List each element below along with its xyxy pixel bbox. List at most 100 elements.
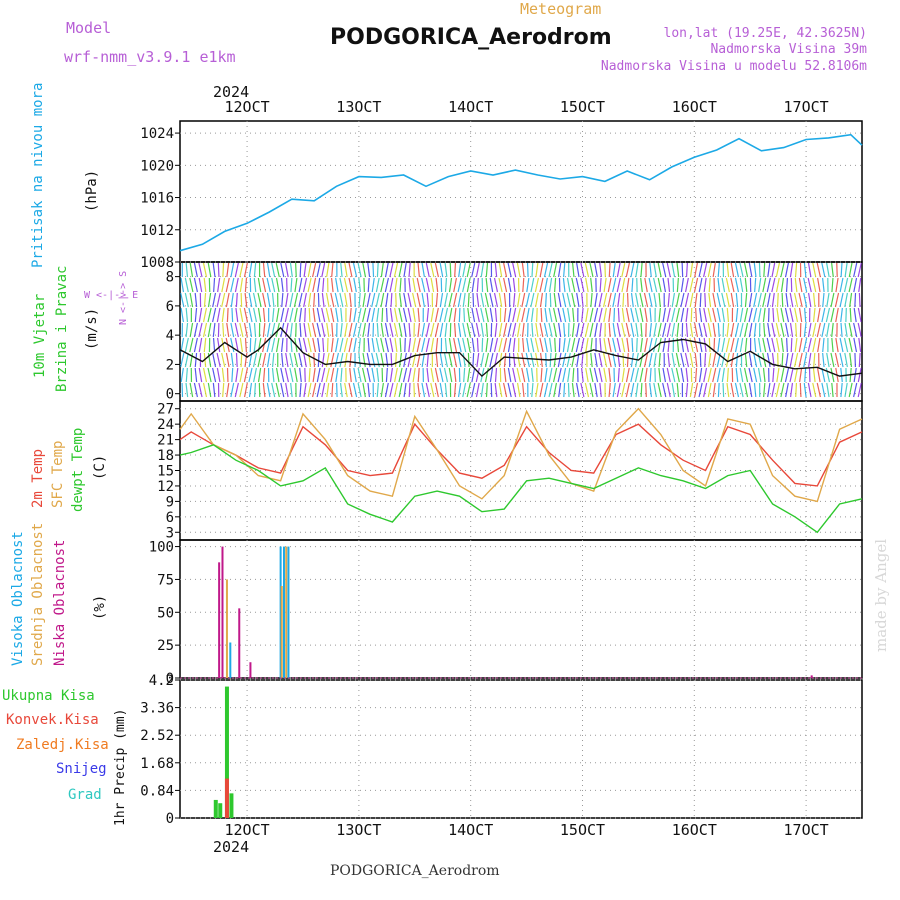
wind-barb <box>189 337 194 353</box>
wind-barb <box>585 307 589 323</box>
wind-barb <box>285 382 289 398</box>
wind-barb <box>275 262 280 278</box>
wind-barb <box>216 307 221 323</box>
wind-barb <box>858 352 861 368</box>
wind-barb <box>448 352 453 368</box>
wind-barb <box>707 382 712 398</box>
wind-barb <box>517 292 521 308</box>
wind-barb <box>376 307 380 323</box>
wind-barb <box>575 337 580 353</box>
wind-barb <box>398 367 403 383</box>
wind-barb <box>280 277 284 293</box>
wind-barb <box>675 307 680 323</box>
bottom-tick-label: 12OCT <box>225 821 270 839</box>
wind-barb <box>649 307 652 323</box>
wind-barb <box>198 307 203 323</box>
wind-barb <box>326 262 330 278</box>
wind-barb <box>394 337 398 353</box>
wind-barb <box>639 352 644 368</box>
wind-barb <box>662 307 666 323</box>
footer-station: PODGORICA_Aerodrom <box>330 863 500 879</box>
wind-barb <box>239 367 244 383</box>
wind-barb <box>594 292 598 308</box>
y-tick-label: 15 <box>157 464 174 480</box>
wind-barb <box>248 262 253 278</box>
wind-barb <box>198 382 203 398</box>
wind-barb <box>216 352 221 368</box>
wind-barb <box>375 277 380 293</box>
wind-barb <box>831 322 834 338</box>
wind-barb <box>553 322 558 338</box>
wind-barb <box>843 337 849 353</box>
wind-barb <box>830 292 835 308</box>
wind-barb <box>253 337 257 353</box>
wind-barb <box>304 307 306 323</box>
wind-barb <box>653 352 657 368</box>
wind-barb <box>239 382 244 398</box>
wind-barb <box>344 352 348 368</box>
wind-barb <box>671 292 676 308</box>
wind-barb <box>385 367 388 383</box>
y-tick-label: 4 <box>166 328 174 344</box>
wind-barb <box>798 292 803 308</box>
wind-barb <box>666 307 671 323</box>
wind-barb <box>312 262 317 278</box>
wind-barb <box>185 322 189 338</box>
wind-barb <box>534 292 539 308</box>
wind-compass-h: W <-|-> E <box>84 290 138 301</box>
wind-barb <box>330 307 335 323</box>
wind-barb <box>566 277 571 293</box>
wind-barb <box>598 352 603 368</box>
wind-barb <box>507 367 512 383</box>
wind-barb <box>602 352 608 368</box>
wind-barb <box>239 322 244 338</box>
wind-barb <box>589 322 594 338</box>
wind-barb <box>480 307 485 323</box>
wind-barb <box>412 292 417 308</box>
wind-barb <box>702 262 708 278</box>
wind-barb <box>652 277 658 293</box>
wind-barb <box>193 382 198 398</box>
wind-barb <box>512 367 517 383</box>
wind-barb <box>543 382 549 398</box>
wind-barb <box>271 262 276 278</box>
wind-barb <box>467 367 471 383</box>
wind-barb <box>630 292 634 308</box>
wind-barb <box>458 307 461 323</box>
wind-barb <box>271 382 276 398</box>
wind-barb <box>330 277 334 293</box>
wind-barb <box>417 367 420 383</box>
wind-barb <box>648 292 653 308</box>
wind-barb <box>448 292 453 308</box>
wind-barb <box>776 292 779 308</box>
wind-barb <box>312 307 316 323</box>
wind-barb <box>785 277 789 293</box>
wind-barb <box>549 337 553 353</box>
wind-barb <box>471 322 476 338</box>
wind-barb <box>298 292 303 308</box>
wind-barb <box>211 307 217 323</box>
wind-barb <box>230 322 235 338</box>
wind-barb <box>807 292 812 308</box>
wind-barb <box>534 337 540 353</box>
wind-barb <box>539 322 544 338</box>
wind-barb <box>807 382 812 398</box>
wind-barb <box>571 322 575 338</box>
bottom-tick-label: 15OCT <box>560 821 605 839</box>
wind-barb <box>389 382 394 398</box>
wind-barb <box>198 262 203 278</box>
wind-barb <box>317 277 321 293</box>
wind-barb <box>303 322 307 338</box>
total-precip-bar <box>218 803 223 818</box>
bottom-tick-label: 14OCT <box>448 821 493 839</box>
wind-barb <box>458 262 462 278</box>
wind-barb <box>262 277 267 293</box>
wind-barb <box>361 307 367 323</box>
wind-barb <box>598 307 603 323</box>
wind-barb <box>184 337 189 353</box>
wind-barb <box>194 352 198 368</box>
wind-barb <box>362 292 366 308</box>
wind-barb <box>590 292 593 308</box>
wind-barb <box>834 292 840 308</box>
wind-barb <box>512 262 517 278</box>
